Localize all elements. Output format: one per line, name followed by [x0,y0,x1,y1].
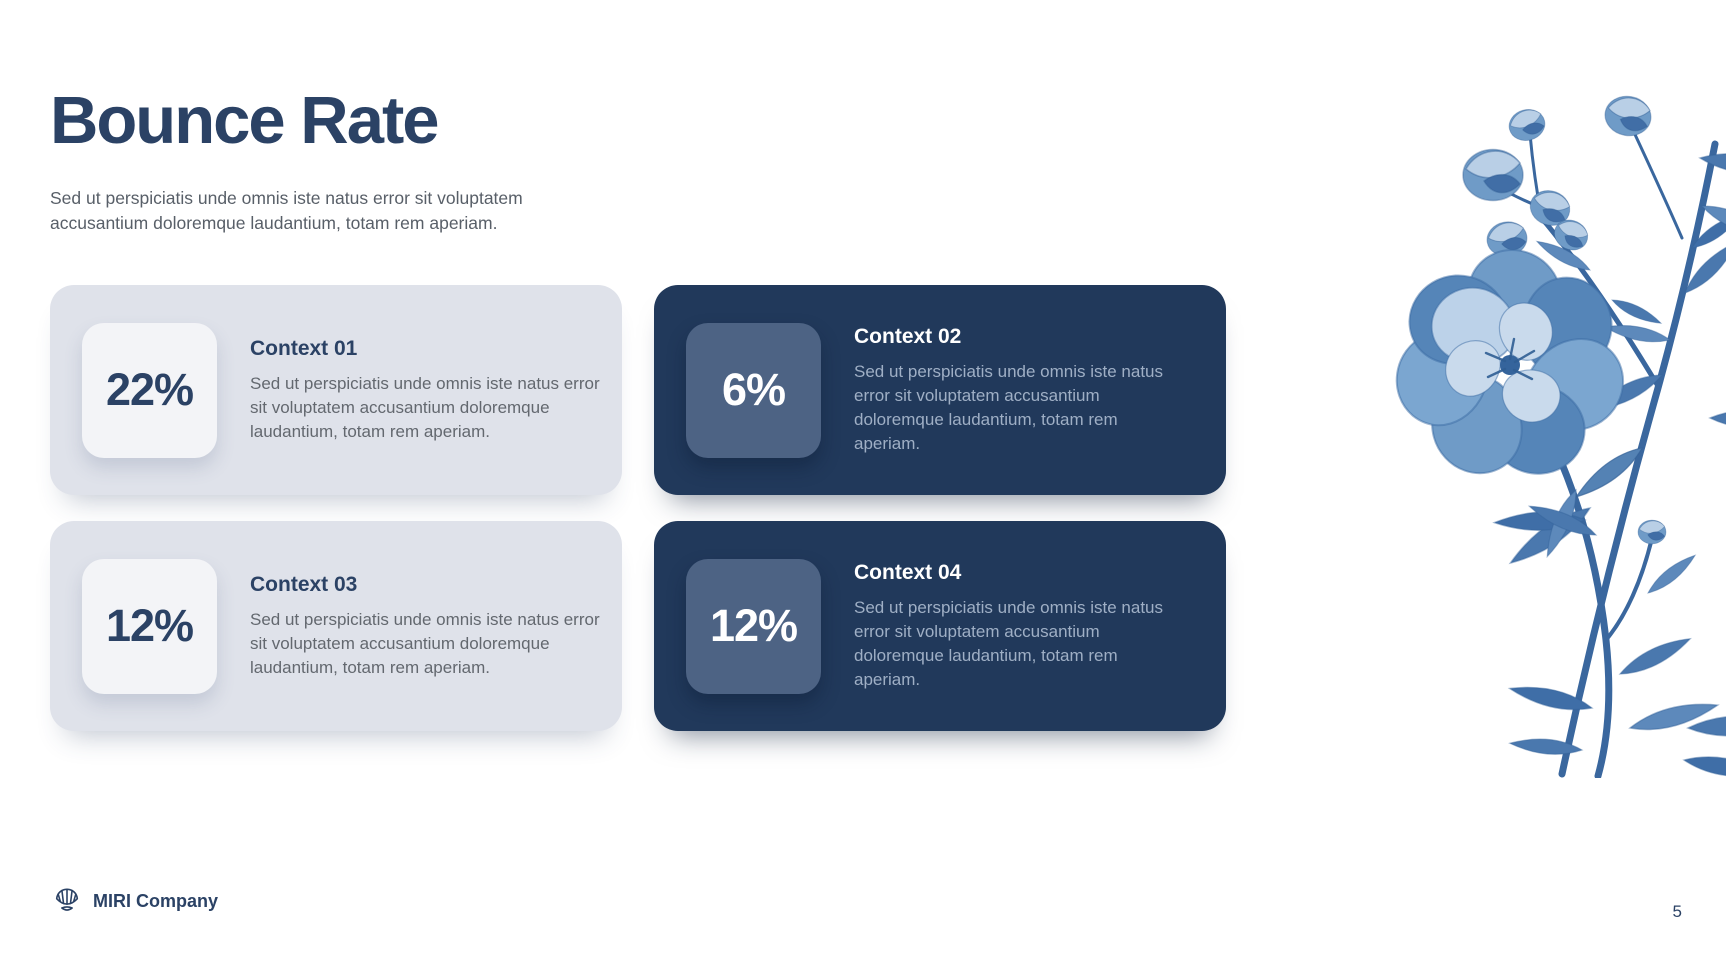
card-title: Context 02 [854,324,962,348]
card-description: Sed ut perspiciatis unde omnis iste natu… [854,361,1164,453]
company-logo: MIRI Company [52,886,218,916]
company-name: MIRI Company [93,890,219,911]
shell-icon [55,888,79,911]
card-description: Sed ut perspiciatis unde omnis iste natu… [250,373,600,441]
stat-value: 12% [709,600,798,651]
stat-card-context-02: 6% Context 02 Sed ut perspiciatis unde o… [654,285,1226,495]
card-text-block: Context 02 Sed ut perspiciatis unde omni… [854,325,1174,456]
card-title: Context 04 [854,560,962,584]
stat-card-context-03: 12% Context 03 Sed ut perspiciatis unde … [50,521,622,731]
stat-value-tile: 12% [686,558,821,694]
stat-value: 6% [721,364,786,415]
card-description: Sed ut perspiciatis unde omnis iste natu… [250,609,600,677]
card-title: Context 03 [250,572,358,596]
slide-header: Bounce Rate Sed ut perspiciatis unde omn… [50,83,540,236]
stat-value-tile: 12% [82,558,217,694]
floral-decoration-image [1384,95,1726,778]
stat-value: 22% [105,364,194,415]
stat-card-context-04: 12% Context 04 Sed ut perspiciatis unde … [654,521,1226,731]
stat-value: 12% [105,600,194,651]
stat-value-tile: 22% [82,322,217,458]
page-title: Bounce Rate [50,83,440,158]
card-description: Sed ut perspiciatis unde omnis iste natu… [854,597,1164,689]
stats-grid: 22% Context 01 Sed ut perspiciatis unde … [50,285,1226,731]
card-text-block: Context 01 Sed ut perspiciatis unde omni… [250,337,602,444]
card-text-block: Context 03 Sed ut perspiciatis unde omni… [250,573,602,680]
page-number: 5 [1672,902,1682,921]
stat-card-context-01: 22% Context 01 Sed ut perspiciatis unde … [50,285,622,495]
page-subtitle: Sed ut perspiciatis unde omnis iste natu… [50,188,523,234]
card-text-block: Context 04 Sed ut perspiciatis unde omni… [854,561,1174,692]
card-title: Context 01 [250,336,358,360]
stat-value-tile: 6% [686,322,821,458]
